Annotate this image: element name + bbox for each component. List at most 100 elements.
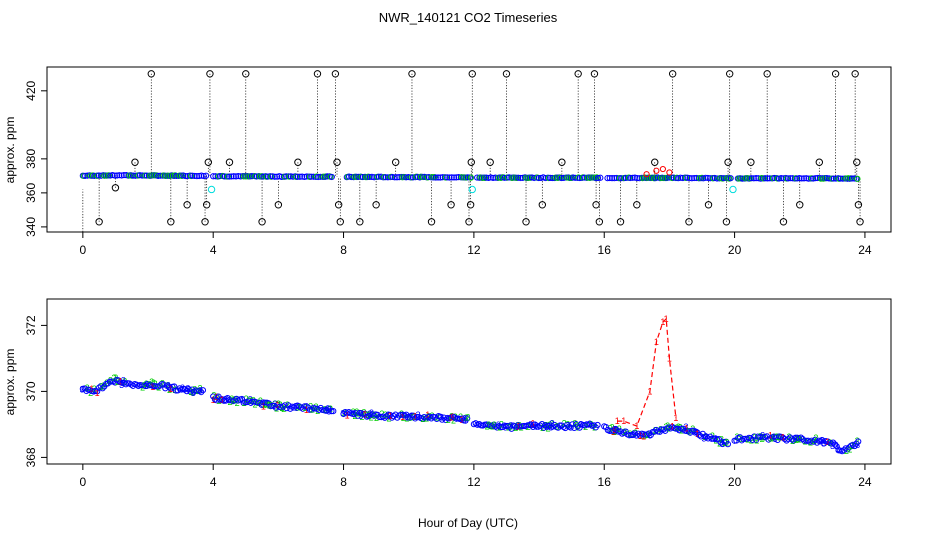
sample-label-2: 2 xyxy=(847,444,852,454)
baseline-point-blue xyxy=(139,172,146,179)
y-tick-label: 380 xyxy=(24,149,38,169)
baseline-point-blue xyxy=(679,174,686,182)
outlier-point xyxy=(242,70,250,78)
measurement-point xyxy=(602,423,610,431)
baseline-point-blue xyxy=(675,175,682,182)
outlier-point xyxy=(522,218,530,226)
measurement-point xyxy=(738,437,745,444)
measurement-point xyxy=(840,447,848,454)
baseline-point-blue xyxy=(727,175,734,182)
baseline-point-blue xyxy=(464,174,471,181)
sample-label-1: 1 xyxy=(214,392,219,402)
measurement-point xyxy=(330,408,337,415)
baseline-point-blue xyxy=(116,172,123,179)
measurement-point xyxy=(306,406,314,413)
baseline-point-blue xyxy=(324,173,331,180)
sample-label-2: 2 xyxy=(424,413,429,423)
sample-label-2: 2 xyxy=(85,383,90,393)
measurement-point xyxy=(533,423,540,430)
baseline-point-blue xyxy=(775,175,783,182)
x-tick-label: 0 xyxy=(80,243,87,257)
baseline-point-blue xyxy=(707,175,714,182)
baseline-point-blue xyxy=(627,174,634,182)
sample-label-3: 3 xyxy=(369,408,374,418)
sample-label-3: 3 xyxy=(166,381,171,391)
cyan-point xyxy=(729,185,737,194)
outlier-point xyxy=(372,201,380,209)
sample-label-2: 2 xyxy=(231,395,236,405)
sample-label-2: 2 xyxy=(430,411,435,421)
y-tick-label: 420 xyxy=(24,80,38,100)
top-panel-stems xyxy=(82,73,861,232)
baseline-point-blue xyxy=(796,175,803,182)
outlier-point xyxy=(313,70,322,78)
sample-label-2: 2 xyxy=(492,420,497,430)
measurement-point xyxy=(703,433,710,440)
sample-label-1: 1 xyxy=(611,427,616,437)
sample-label-2: 2 xyxy=(144,379,149,389)
sample-label-2: 2 xyxy=(592,422,597,432)
sample-label-2: 2 xyxy=(506,423,511,433)
sample-label-2: 2 xyxy=(574,421,579,431)
baseline-point-blue xyxy=(446,174,453,181)
baseline-point-blue xyxy=(784,175,792,182)
sample-label-1: 1 xyxy=(531,419,536,429)
sample-label-2: 2 xyxy=(790,436,795,446)
measurement-point xyxy=(831,441,839,448)
baseline-point-blue xyxy=(483,174,490,181)
baseline-point-blue xyxy=(832,175,840,182)
baseline-point-blue xyxy=(299,173,306,180)
baseline-point-blue xyxy=(193,173,200,180)
baseline-point-blue xyxy=(606,174,613,182)
outlier-point xyxy=(468,70,476,78)
sample-label-2: 2 xyxy=(151,378,156,388)
baseline-point-blue xyxy=(800,175,808,182)
baseline-point-blue xyxy=(198,172,205,179)
baseline-point-blue xyxy=(439,174,446,181)
outlier-point xyxy=(538,201,547,209)
sample-label-2: 2 xyxy=(104,378,109,388)
outlier-point xyxy=(356,218,364,226)
outlier-point xyxy=(465,218,473,226)
sample-label-3: 3 xyxy=(119,380,124,390)
sample-label-2: 2 xyxy=(361,408,366,418)
sample-label-2: 2 xyxy=(786,432,791,442)
sample-label-2: 2 xyxy=(812,436,817,446)
sample-label-2: 2 xyxy=(315,406,320,416)
cyan-point xyxy=(468,185,476,194)
measurement-point xyxy=(108,378,115,385)
sample-label-2: 2 xyxy=(297,403,302,413)
measurement-point xyxy=(633,432,640,439)
measurement-point xyxy=(736,434,744,441)
baseline-point-blue xyxy=(132,172,139,179)
sample-label-2: 2 xyxy=(142,381,147,391)
x-tick-label: 20 xyxy=(728,243,742,257)
sample-label-2: 2 xyxy=(276,399,281,409)
sample-label-2: 2 xyxy=(795,434,800,444)
baseline-point-blue xyxy=(303,173,310,180)
baseline-point-blue xyxy=(296,173,303,180)
sample-label-2: 2 xyxy=(572,418,577,428)
outlier-point xyxy=(725,70,734,78)
sample-label-2: 2 xyxy=(256,398,261,408)
baseline-point-blue xyxy=(629,174,636,181)
baseline-point-blue xyxy=(273,173,281,180)
sample-label-1: 1 xyxy=(220,395,225,405)
baseline-point-blue xyxy=(604,175,611,182)
baseline-point-blue xyxy=(91,172,98,179)
x-tick-label: 4 xyxy=(210,475,217,489)
outlier-point xyxy=(633,201,641,209)
spike-line xyxy=(617,317,677,427)
outlier-point xyxy=(592,201,600,209)
baseline-point-red xyxy=(659,165,666,173)
baseline-point-blue xyxy=(794,175,801,182)
sample-label-1: 1 xyxy=(825,437,830,447)
measurement-point xyxy=(99,385,106,392)
top-panel-baseline-points xyxy=(79,165,861,182)
baseline-point-blue xyxy=(260,173,267,180)
outlier-point xyxy=(815,158,824,166)
sample-label-2: 2 xyxy=(197,384,202,394)
outlier-point xyxy=(333,158,341,166)
measurement-point xyxy=(340,410,347,418)
baseline-point-blue xyxy=(597,174,604,181)
